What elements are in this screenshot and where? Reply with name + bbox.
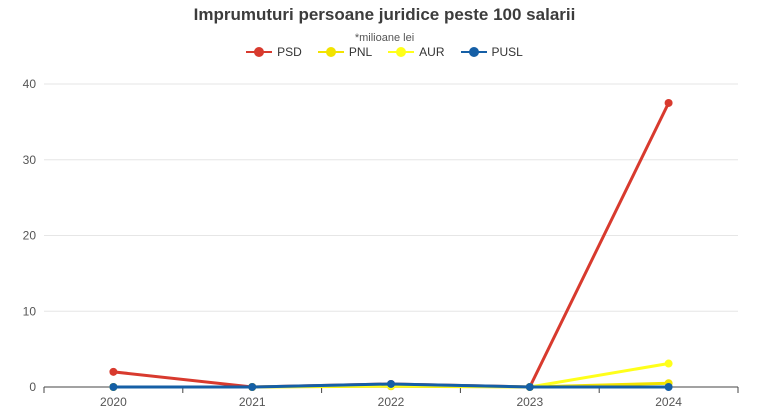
point-pusl-2021 [248,383,257,391]
point-pusl-2022 [387,379,395,388]
legend-swatch-aur [388,46,415,58]
point-pusl-2023 [525,383,534,391]
x-tick-label-4: 2024 [655,395,682,409]
series-line-psd [111,101,671,389]
y-tick-label-3: 30 [23,153,37,167]
legend-swatch-pusl [460,46,487,58]
legend-item-pnl[interactable]: PNL [317,45,373,59]
point-aur-2024 [664,359,673,368]
x-tick-label-2: 2022 [378,395,405,409]
legend-item-pusl[interactable]: PUSL [460,45,523,59]
legend-item-psd[interactable]: PSD [246,45,302,59]
point-pusl-2024 [664,383,673,391]
chart-title: Imprumuturi persoane juridice peste 100 … [193,5,576,24]
legend-label-pnl: PNL [348,45,373,59]
legend-swatch-pnl [317,46,344,58]
x-tick-label-1: 2021 [239,395,266,409]
chart-subtitle: *milioane lei [354,32,415,44]
y-tick-label-2: 20 [23,229,37,243]
y-tick-label-0: 0 [29,380,36,394]
x-tick-label-0: 2020 [100,395,127,409]
point-psd-2020 [109,367,118,376]
legend-swatch-psd [246,46,273,58]
y-tick-label-1: 10 [23,304,37,318]
x-tick-label-3: 2023 [516,395,543,409]
legend-label-pusl: PUSL [491,45,523,59]
point-pusl-2020 [109,383,118,391]
legend-label-aur: AUR [419,45,445,59]
y-tick-label-4: 40 [23,77,37,91]
legend: PSD PNL AUR PUSL [0,45,769,59]
legend-item-aur[interactable]: AUR [388,45,445,59]
point-psd-2024 [664,98,673,107]
legend-label-psd: PSD [277,45,302,59]
